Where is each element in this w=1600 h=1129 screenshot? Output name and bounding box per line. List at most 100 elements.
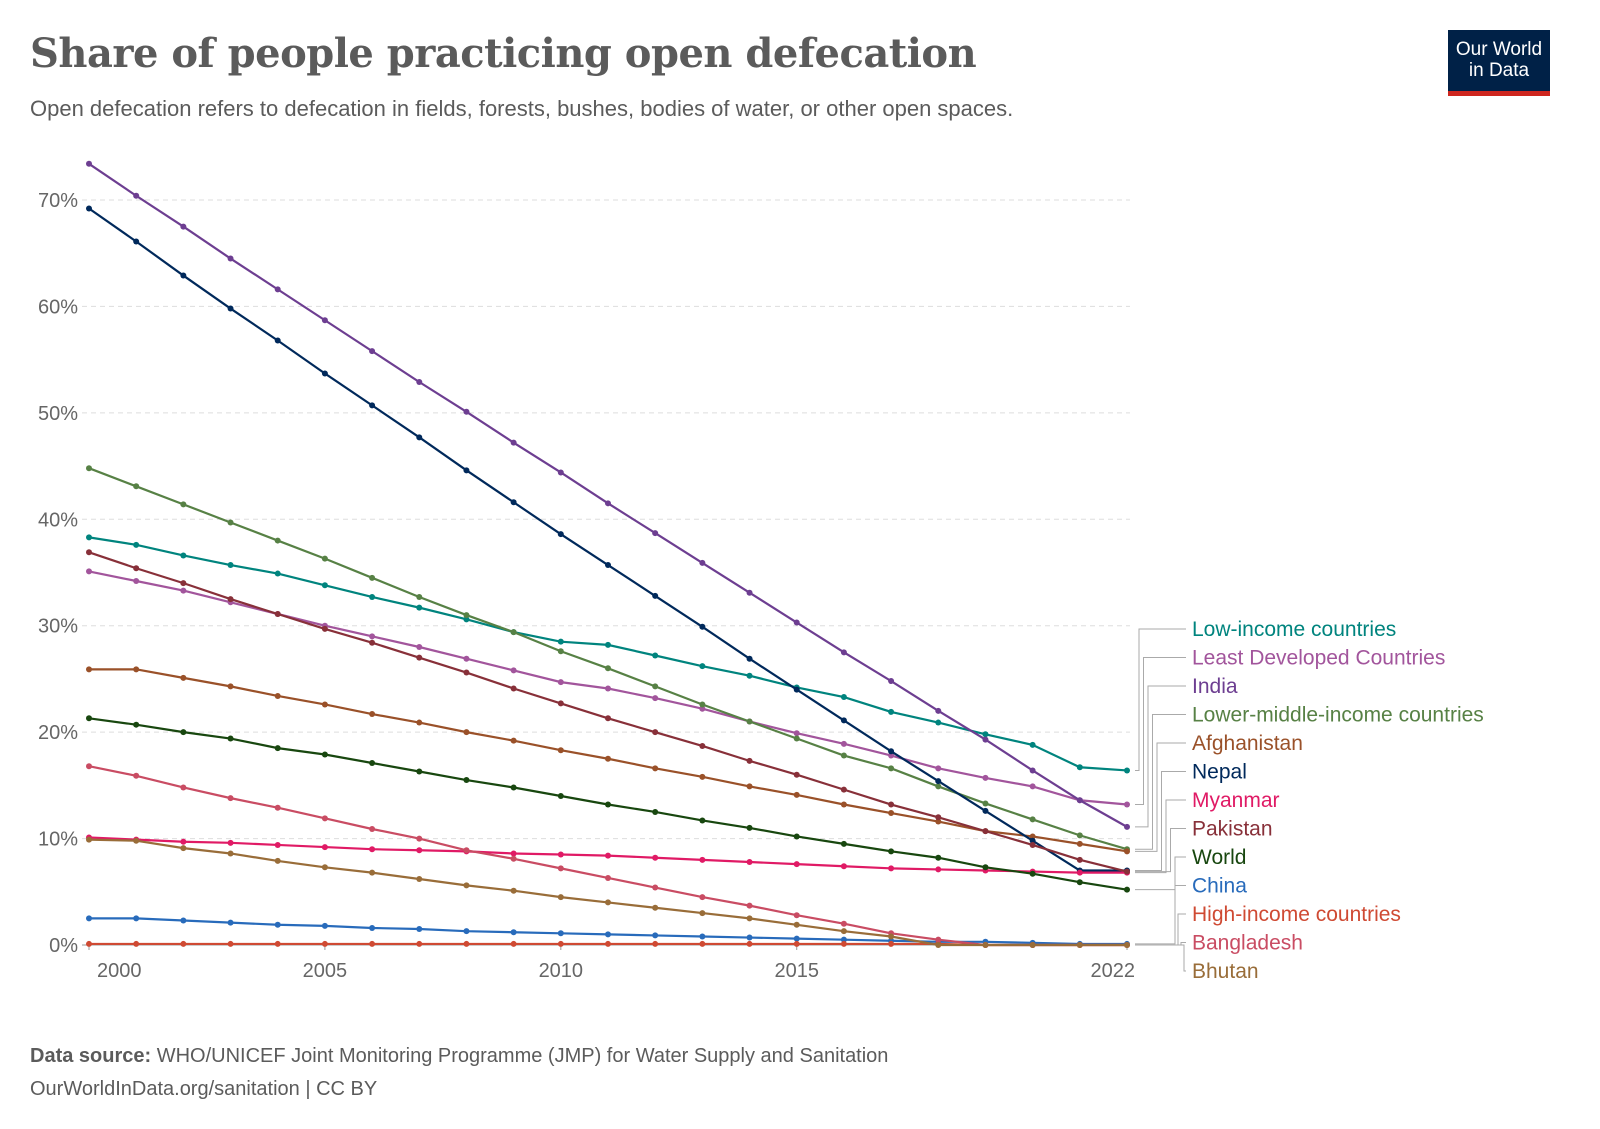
label-connector-nepal xyxy=(1135,771,1186,871)
y-tick-label: 0% xyxy=(49,935,78,957)
data-point-low-income-countries xyxy=(1124,767,1130,774)
data-point-bangladesh xyxy=(510,855,517,862)
data-point-bhutan xyxy=(86,836,92,843)
data-point-nepal xyxy=(133,238,140,245)
data-point-bhutan xyxy=(605,899,611,906)
data-point-lower-middle-income-countries xyxy=(369,574,376,581)
data-point-high-income-countries xyxy=(746,940,753,947)
data-point-india xyxy=(180,223,187,230)
data-point-nepal xyxy=(935,778,942,785)
data-point-pakistan xyxy=(416,654,423,661)
data-point-india xyxy=(1124,823,1130,830)
label-connector-lower-middle-income-countries xyxy=(1135,714,1186,850)
data-point-myanmar xyxy=(793,861,800,868)
data-point-pakistan xyxy=(274,611,281,618)
data-point-nepal xyxy=(86,205,92,212)
data-point-nepal xyxy=(699,623,706,630)
data-point-lower-middle-income-countries xyxy=(1076,832,1083,839)
data-point-world xyxy=(321,751,328,758)
data-point-bhutan xyxy=(227,850,234,857)
data-point-world xyxy=(746,824,753,831)
data-point-india xyxy=(888,678,895,685)
data-point-nepal xyxy=(1029,837,1036,844)
data-point-nepal xyxy=(180,272,187,279)
data-point-afghanistan xyxy=(274,692,281,699)
data-point-myanmar xyxy=(416,847,423,854)
chart-subtitle: Open defecation refers to defecation in … xyxy=(30,96,1014,121)
data-point-least-developed-countries xyxy=(557,679,564,686)
data-point-myanmar xyxy=(510,850,517,857)
data-point-high-income-countries xyxy=(699,940,706,947)
y-tick-label: 10% xyxy=(38,829,78,851)
url-license[interactable]: OurWorldInData.org/sanitation | CC BY xyxy=(30,1078,378,1100)
data-point-pakistan xyxy=(369,639,376,646)
data-point-bangladesh xyxy=(416,835,423,842)
data-point-bhutan xyxy=(888,933,895,940)
data-point-least-developed-countries xyxy=(86,568,92,575)
data-point-least-developed-countries xyxy=(840,740,847,747)
data-point-pakistan xyxy=(888,801,895,808)
data-point-afghanistan xyxy=(888,810,895,817)
data-point-afghanistan xyxy=(133,666,140,673)
owid-logo[interactable]: Our World in Data xyxy=(1448,30,1550,96)
data-point-least-developed-countries xyxy=(416,643,423,650)
data-point-bhutan xyxy=(369,869,376,876)
y-tick-label: 30% xyxy=(38,616,78,638)
data-point-myanmar xyxy=(888,865,895,872)
data-point-least-developed-countries xyxy=(133,578,140,585)
data-point-nepal xyxy=(746,655,753,662)
x-tick-label: 2022 xyxy=(1091,960,1136,982)
label-connector-china xyxy=(1135,885,1186,945)
data-point-nepal xyxy=(321,370,328,377)
data-point-lower-middle-income-countries xyxy=(133,483,140,490)
data-point-india xyxy=(416,378,423,385)
data-point-world xyxy=(510,784,517,791)
logo-line-1: Our World xyxy=(1455,39,1543,60)
data-point-nepal xyxy=(793,686,800,693)
data-point-india xyxy=(274,286,281,293)
data-point-world xyxy=(1124,886,1130,893)
data-point-afghanistan xyxy=(746,783,753,790)
data-point-afghanistan xyxy=(86,666,92,673)
data-point-low-income-countries xyxy=(935,719,942,726)
data-point-low-income-countries xyxy=(746,672,753,679)
data-point-high-income-countries xyxy=(369,940,376,947)
data-point-afghanistan xyxy=(321,701,328,708)
data-point-lower-middle-income-countries xyxy=(557,648,564,655)
data-point-lower-middle-income-countries xyxy=(699,701,706,708)
data-point-bangladesh xyxy=(793,912,800,919)
data-point-bangladesh xyxy=(840,920,847,927)
data-point-myanmar xyxy=(840,863,847,870)
data-point-india xyxy=(86,160,92,167)
data-point-least-developed-countries xyxy=(369,633,376,640)
data-point-china xyxy=(274,921,281,928)
data-point-world xyxy=(793,833,800,840)
series-line-india xyxy=(88,162,1128,828)
data-point-world xyxy=(463,777,470,784)
data-point-china xyxy=(133,915,140,922)
data-point-least-developed-countries xyxy=(605,685,611,692)
data-point-india xyxy=(227,255,234,262)
data-point-myanmar xyxy=(1076,869,1083,876)
series-label-myanmar: Myanmar xyxy=(1192,789,1280,812)
data-point-bhutan xyxy=(982,942,989,948)
series-line-nepal xyxy=(88,207,1127,872)
data-point-pakistan xyxy=(793,771,800,778)
data-point-bangladesh xyxy=(86,763,92,770)
data-point-pakistan xyxy=(652,729,659,736)
y-tick-label: 50% xyxy=(38,403,78,425)
data-point-least-developed-countries xyxy=(1029,783,1036,790)
series-label-high-income-countries: High-income countries xyxy=(1192,903,1401,926)
data-point-high-income-countries xyxy=(180,940,187,947)
data-point-low-income-countries xyxy=(274,570,281,577)
data-point-pakistan xyxy=(1124,868,1130,875)
data-point-low-income-countries xyxy=(1076,764,1083,771)
data-point-myanmar xyxy=(227,839,234,846)
data-point-bhutan xyxy=(840,928,847,935)
data-point-low-income-countries xyxy=(605,641,611,648)
data-point-low-income-countries xyxy=(1029,741,1036,748)
data-point-lower-middle-income-countries xyxy=(605,665,611,672)
data-point-myanmar xyxy=(746,858,753,865)
data-point-high-income-countries xyxy=(557,940,564,947)
label-connector-bhutan xyxy=(1135,944,1186,972)
